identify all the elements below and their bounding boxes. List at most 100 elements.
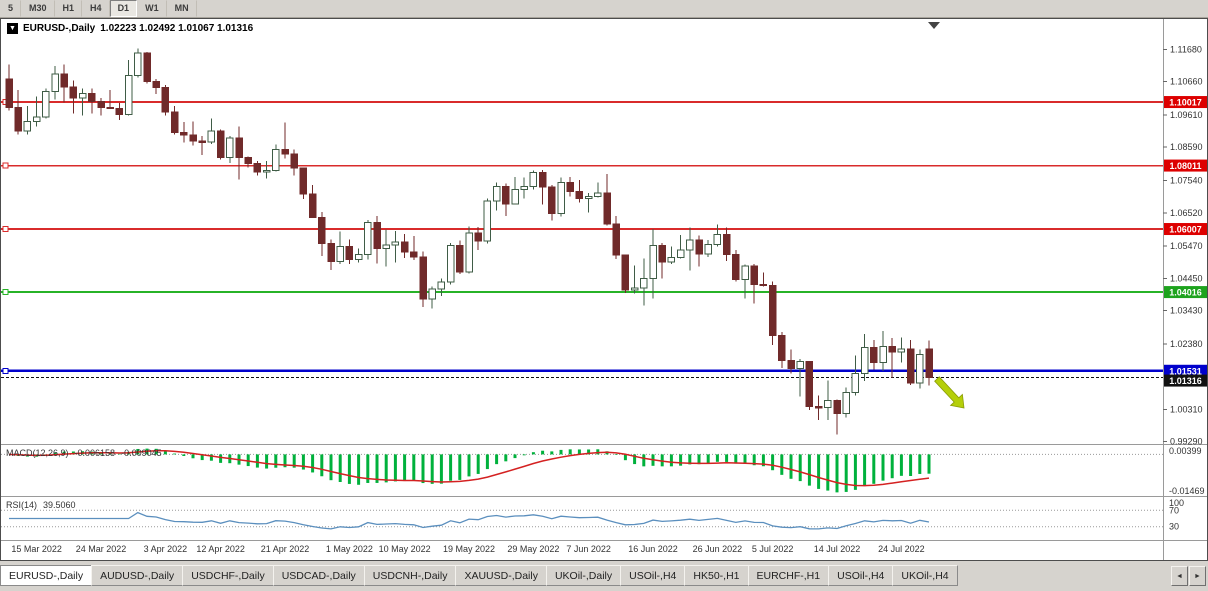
- candle: [281, 122, 289, 159]
- chart-title: ▼ EURUSD-,Daily 1.02223 1.02492 1.01067 …: [7, 23, 253, 34]
- tab-ukoil-h4[interactable]: UKOil-,H4: [892, 565, 958, 586]
- tab-xauusd-daily[interactable]: XAUUSD-,Daily: [455, 565, 547, 586]
- date-label: 21 Apr 2022: [261, 544, 310, 554]
- candle: [695, 235, 703, 267]
- price-label-box-1.08011: [1164, 159, 1207, 172]
- candle: [759, 272, 768, 287]
- macd-name: MACD(12,26,9): [6, 448, 69, 458]
- line-handle[interactable]: [2, 162, 9, 169]
- line-handle[interactable]: [2, 367, 9, 374]
- candle: [667, 246, 676, 265]
- candle: [492, 182, 501, 211]
- chart-dropdown-icon[interactable]: ▼: [7, 23, 18, 34]
- candle: [548, 185, 556, 221]
- date-label: 15 Mar 2022: [11, 544, 62, 554]
- candle: [584, 192, 593, 213]
- candle: [152, 78, 160, 95]
- timeframe-button-mn[interactable]: MN: [167, 0, 197, 17]
- price-label-1.01316: 1.01316: [1169, 376, 1202, 386]
- rsi-label: RSI(14) 39.5060: [6, 500, 76, 510]
- candle: [851, 355, 860, 396]
- date-label: 10 May 2022: [379, 544, 431, 554]
- candle: [833, 399, 841, 435]
- candle: [640, 258, 648, 306]
- timeframe-button-5[interactable]: 5: [0, 0, 22, 17]
- date-label: 12 Apr 2022: [196, 544, 245, 554]
- candle: [603, 174, 611, 226]
- tab-usdcnh-daily[interactable]: USDCNH-,Daily: [363, 565, 457, 586]
- rsi-line: [9, 511, 930, 530]
- candle: [529, 170, 538, 190]
- candle: [437, 278, 446, 296]
- rsi-axis-label: 100: [1169, 498, 1184, 508]
- chart-ohlc-values: 1.02223 1.02492 1.01067 1.01316: [100, 23, 254, 34]
- candle: [557, 177, 565, 217]
- tab-audusd-daily[interactable]: AUDUSD-,Daily: [91, 565, 184, 586]
- date-label: 24 Mar 2022: [76, 544, 127, 554]
- tab-usdchf-daily[interactable]: USDCHF-,Daily: [182, 565, 274, 586]
- candle: [78, 88, 87, 116]
- candle: [594, 182, 602, 198]
- candle: [621, 254, 630, 293]
- tab-eurusd-daily[interactable]: EURUSD-,Daily: [0, 565, 93, 586]
- candle: [60, 64, 68, 103]
- line-handle[interactable]: [2, 289, 9, 296]
- tab-eurchf-h1[interactable]: EURCHF-,H1: [747, 565, 830, 586]
- candle: [391, 230, 400, 263]
- candle: [299, 167, 308, 200]
- candle: [805, 360, 814, 410]
- price-tick-label: 1.04450: [1170, 273, 1203, 283]
- candle: [216, 129, 225, 160]
- timeframe-button-h1[interactable]: H1: [55, 0, 83, 17]
- candle: [796, 359, 804, 397]
- tab-usdcad-daily[interactable]: USDCAD-,Daily: [272, 565, 365, 586]
- timeframe-button-d1[interactable]: D1: [109, 0, 138, 17]
- macd-signal-value: -0.009045: [121, 448, 162, 458]
- tab-scroll-left-icon[interactable]: ◄: [1171, 566, 1188, 586]
- date-axis[interactable]: 15 Mar 2022 24 Mar 2022 3 Apr 2022 12 Apr 2…: [11, 544, 924, 554]
- price-tick-label: 1.11680: [1170, 44, 1202, 54]
- price-tick-label: 1.00310: [1170, 404, 1203, 414]
- line-handle[interactable]: [2, 226, 9, 233]
- candle: [170, 105, 179, 135]
- macd-panel: 0.00399 -0.01469: [1, 446, 1205, 496]
- timeframe-button-w1[interactable]: W1: [137, 0, 167, 17]
- candle: [14, 89, 22, 135]
- candle: [419, 251, 427, 308]
- candle: [474, 227, 482, 250]
- date-label: 26 Jun 2022: [693, 544, 743, 554]
- candle: [308, 184, 317, 219]
- candle: [143, 51, 151, 84]
- price-tick-label: 1.07540: [1170, 175, 1203, 185]
- timeframe-button-m30[interactable]: M30: [21, 0, 55, 17]
- tab-ukoil-daily[interactable]: UKOil-,Daily: [545, 565, 622, 586]
- candle: [456, 240, 464, 274]
- candle: [630, 265, 639, 294]
- price-tick-label: 0.99290: [1170, 437, 1203, 447]
- candle: [290, 149, 298, 176]
- timeframe-button-h4[interactable]: H4: [82, 0, 110, 17]
- sell-arrow-annotation[interactable]: [934, 376, 965, 409]
- candle: [575, 180, 584, 203]
- price-label-1.06007: 1.06007: [1169, 225, 1202, 235]
- candle: [502, 183, 510, 216]
- candle: [566, 177, 574, 197]
- tab-scroll-right-icon[interactable]: ►: [1189, 566, 1206, 586]
- macd-label: MACD(12,26,9) -0.006158 -0.009045: [6, 448, 162, 458]
- candle: [428, 286, 436, 309]
- candle: [345, 239, 354, 265]
- price-axis[interactable]: 1.11680 1.10660 1.09610 1.08590 1.07540 1.065…: [1163, 44, 1207, 447]
- tab-hk50-h1[interactable]: HK50-,H1: [684, 565, 749, 586]
- price-label-box-1.04016: [1164, 286, 1207, 299]
- candle: [842, 387, 850, 418]
- price-label-box-1.10017: [1164, 96, 1207, 109]
- candle: [32, 96, 41, 127]
- candle: [354, 248, 363, 263]
- tab-usoil-h4[interactable]: USOil-,H4: [828, 565, 894, 586]
- date-label: 1 May 2022: [326, 544, 373, 554]
- tab-usoil-h4[interactable]: USOil-,H4: [620, 565, 686, 586]
- candle: [23, 105, 32, 135]
- candle: [180, 122, 188, 143]
- candle: [400, 234, 409, 258]
